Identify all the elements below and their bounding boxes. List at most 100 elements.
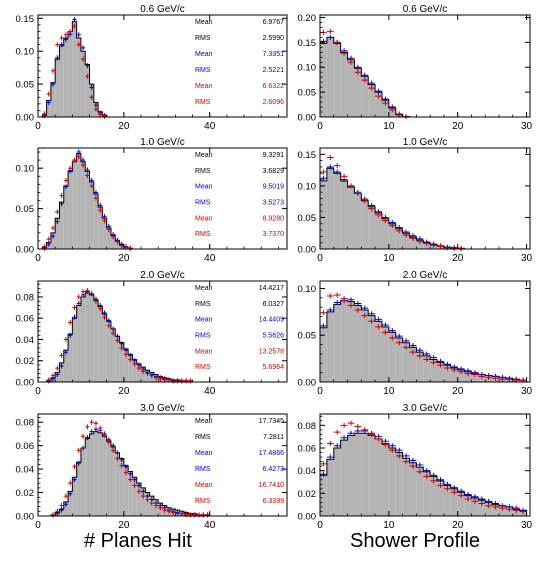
- hist-outline: [319, 432, 528, 516]
- marker-red: [375, 93, 382, 99]
- marker-red: [98, 111, 103, 117]
- panel-title: 1.0 GeV/c: [403, 137, 447, 148]
- hist-bar: [80, 51, 86, 117]
- marker-red: [512, 507, 520, 513]
- marker-blue: [46, 241, 51, 247]
- stat-label: RMS: [195, 67, 211, 74]
- x-tick-label: 10: [383, 520, 395, 531]
- marker-red: [368, 206, 376, 212]
- hist-bar: [464, 371, 472, 382]
- marker-red: [395, 340, 403, 346]
- marker-blue: [388, 328, 396, 334]
- hist-bar: [89, 181, 94, 249]
- marker-red: [340, 173, 348, 179]
- marker-red: [430, 242, 438, 248]
- marker-red: [354, 190, 362, 196]
- marker-red: [158, 505, 163, 511]
- hist-bar: [68, 491, 73, 516]
- hist-bar: [395, 452, 403, 516]
- hist-bar: [354, 433, 362, 516]
- marker-red: [388, 447, 396, 453]
- marker-red: [368, 318, 376, 324]
- marker-red: [72, 23, 77, 29]
- marker-red: [478, 501, 486, 507]
- hist-bar: [320, 43, 327, 117]
- stat-value: 6.4273: [263, 466, 285, 473]
- marker-red: [46, 91, 51, 97]
- hist-bar: [89, 84, 94, 117]
- marker-red: [76, 42, 81, 48]
- hist-bar: [430, 359, 438, 382]
- stat-label: Mean: [195, 482, 213, 489]
- marker-blue: [320, 175, 327, 181]
- marker-red: [519, 508, 527, 514]
- marker-blue: [402, 338, 410, 344]
- stat-label: Mean: [195, 348, 213, 355]
- marker-blue: [326, 454, 334, 460]
- marker-red: [50, 225, 56, 231]
- stat-label: Mean: [195, 418, 213, 425]
- marker-red: [464, 496, 472, 502]
- marker-blue: [115, 333, 120, 339]
- hist-bar: [402, 233, 410, 249]
- marker-blue: [110, 443, 116, 449]
- marker-red: [102, 113, 107, 119]
- marker-red: [395, 453, 403, 459]
- hist-bar: [450, 367, 458, 382]
- hist-bar: [368, 84, 376, 117]
- hist-bar: [76, 38, 81, 117]
- hist-bar: [59, 202, 64, 249]
- hist-bar: [423, 242, 431, 249]
- hist-bar: [55, 218, 60, 249]
- marker-red: [68, 28, 73, 34]
- hist-bar: [320, 327, 327, 382]
- marker-blue: [457, 488, 465, 494]
- marker-red: [320, 461, 327, 467]
- marker-blue: [409, 343, 417, 349]
- marker-red: [98, 425, 103, 431]
- marker-red: [326, 154, 334, 160]
- marker-blue: [402, 453, 410, 459]
- stat-label: Mean: [195, 285, 213, 292]
- hist-bar: [72, 318, 77, 382]
- hist-outline: [50, 431, 211, 516]
- marker-red: [333, 39, 341, 45]
- marker-red: [141, 368, 146, 374]
- marker-blue: [381, 322, 389, 328]
- hist-bar: [423, 471, 431, 516]
- hist-bar: [450, 488, 458, 516]
- marker-blue: [320, 471, 327, 477]
- y-tick-label: 0.15: [16, 14, 35, 25]
- marker-red: [149, 373, 154, 379]
- marker-blue: [68, 491, 73, 497]
- hist-bar: [68, 171, 73, 249]
- y-tick-label: 0.04: [16, 335, 35, 346]
- marker-red: [437, 243, 444, 249]
- marker-red: [55, 365, 60, 371]
- marker-red: [153, 375, 159, 381]
- marker-red: [123, 470, 129, 476]
- marker-red: [402, 344, 410, 350]
- stat-label: Mean: [195, 83, 213, 90]
- stat-label: RMS: [195, 434, 211, 441]
- marker-blue: [59, 42, 64, 48]
- marker-red: [85, 172, 90, 178]
- marker-red: [361, 313, 369, 319]
- x-tick-label: 40: [204, 386, 216, 397]
- hist-bar: [115, 336, 120, 382]
- y-tick-label: 0.02: [16, 356, 35, 367]
- marker-red: [76, 447, 81, 453]
- marker-blue: [55, 372, 60, 378]
- x-tick-label: 20: [118, 386, 130, 397]
- hist-bar: [149, 496, 154, 516]
- hist-bar: [59, 45, 64, 117]
- x-tick-label: 0: [317, 253, 323, 264]
- y-tick-label: 0.15: [298, 38, 317, 49]
- hist-bar: [478, 500, 486, 516]
- hist-bar: [115, 240, 120, 249]
- y-tick-label: 0.05: [298, 331, 317, 342]
- marker-red: [63, 493, 69, 499]
- hist-bar: [110, 446, 116, 516]
- marker-blue: [430, 355, 438, 361]
- marker-red: [46, 236, 51, 242]
